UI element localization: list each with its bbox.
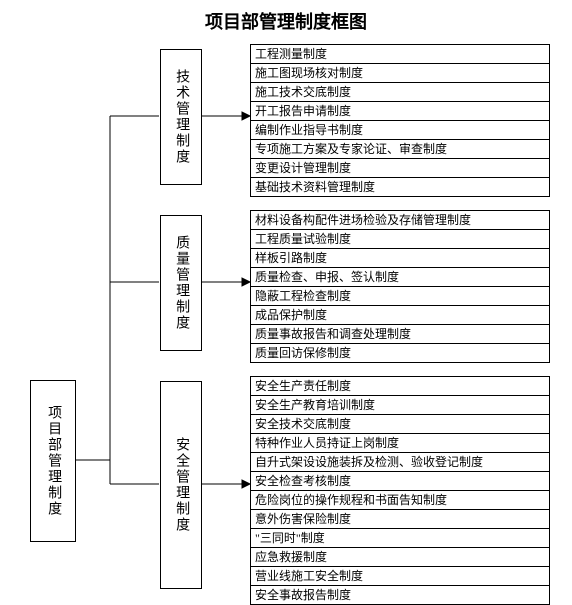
root-box-label: 项目部管理制度	[44, 405, 62, 517]
item-tech-5: 专项施工方案及专家论证、审查制度	[250, 140, 550, 159]
items-quality: 材料设备构配件进场检验及存储管理制度工程质量试验制度样板引路制度质量检查、申报、…	[250, 210, 550, 363]
group-box-quality-label: 质量管理制度	[172, 235, 190, 331]
root-box: 项目部管理制度	[30, 380, 76, 542]
item-safety-5: 安全检查考核制度	[250, 472, 550, 491]
items-safety: 安全生产责任制度安全生产教育培训制度安全技术交底制度特种作业人员持证上岗制度自升…	[250, 376, 550, 605]
item-quality-7: 质量回访保修制度	[250, 344, 550, 363]
item-quality-0: 材料设备构配件进场检验及存储管理制度	[250, 210, 550, 230]
item-quality-2: 样板引路制度	[250, 249, 550, 268]
item-quality-1: 工程质量试验制度	[250, 230, 550, 249]
item-safety-0: 安全生产责任制度	[250, 376, 550, 396]
item-quality-6: 质量事故报告和调查处理制度	[250, 325, 550, 344]
item-tech-4: 编制作业指导书制度	[250, 121, 550, 140]
diagram-root: 项目部管理制度框图 项目部管理制度 技术管理制度 工程测量制度施工图现场核对制度施工…	[0, 0, 572, 562]
item-quality-3: 质量检查、申报、签认制度	[250, 268, 550, 287]
item-safety-6: 危险岗位的操作规程和书面告知制度	[250, 491, 550, 510]
item-tech-7: 基础技术资料管理制度	[250, 178, 550, 197]
group-box-safety: 安全管理制度	[160, 381, 202, 589]
group-box-safety-label: 安全管理制度	[172, 437, 190, 533]
item-safety-8: "三同时"制度	[250, 529, 550, 548]
item-safety-9: 应急救援制度	[250, 548, 550, 567]
item-safety-7: 意外伤害保险制度	[250, 510, 550, 529]
item-safety-1: 安全生产教育培训制度	[250, 396, 550, 415]
item-tech-3: 开工报告申请制度	[250, 102, 550, 121]
items-tech: 工程测量制度施工图现场核对制度施工技术交底制度开工报告申请制度编制作业指导书制度…	[250, 44, 550, 197]
item-safety-11: 安全事故报告制度	[250, 586, 550, 605]
item-safety-10: 营业线施工安全制度	[250, 567, 550, 586]
item-tech-6: 变更设计管理制度	[250, 159, 550, 178]
item-tech-1: 施工图现场核对制度	[250, 64, 550, 83]
item-safety-3: 特种作业人员持证上岗制度	[250, 434, 550, 453]
group-box-tech: 技术管理制度	[160, 49, 202, 185]
item-quality-5: 成品保护制度	[250, 306, 550, 325]
item-safety-4: 自升式架设设施装拆及检测、验收登记制度	[250, 453, 550, 472]
group-box-quality: 质量管理制度	[160, 215, 202, 351]
page-title: 项目部管理制度框图	[0, 8, 572, 34]
item-tech-2: 施工技术交底制度	[250, 83, 550, 102]
item-quality-4: 隐蔽工程检查制度	[250, 287, 550, 306]
item-tech-0: 工程测量制度	[250, 44, 550, 64]
group-box-tech-label: 技术管理制度	[172, 69, 190, 165]
item-safety-2: 安全技术交底制度	[250, 415, 550, 434]
